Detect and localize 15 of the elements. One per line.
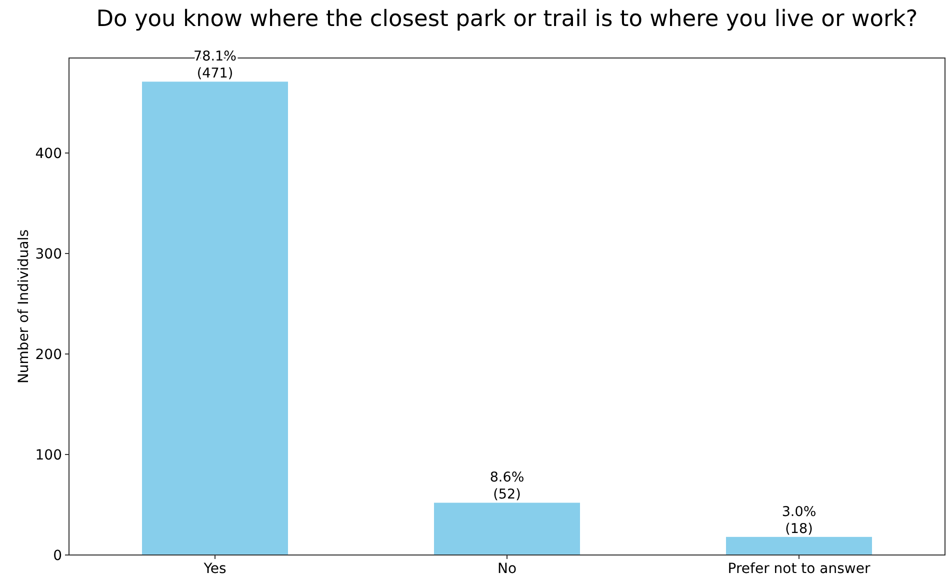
y-tick-label: 0 <box>53 548 62 564</box>
y-tick-label: 200 <box>35 346 62 363</box>
x-tick-label: No <box>497 561 517 577</box>
bar <box>142 82 288 555</box>
bar <box>434 502 580 555</box>
x-tick-label: Prefer not to answer <box>728 561 870 577</box>
y-tick-label: 300 <box>35 246 62 262</box>
chart-title: Do you know where the closest park or trail is to where you live or work? <box>96 6 918 32</box>
y-axis-title: Number of Individuals <box>16 229 32 384</box>
x-tick-label: Yes <box>202 561 226 577</box>
bar <box>726 536 872 555</box>
y-tick-label: 400 <box>35 146 62 162</box>
data-label: 8.6% (52) <box>490 470 524 503</box>
data-label: 3.0% (18) <box>782 504 816 537</box>
y-tick-label: 100 <box>35 447 62 464</box>
